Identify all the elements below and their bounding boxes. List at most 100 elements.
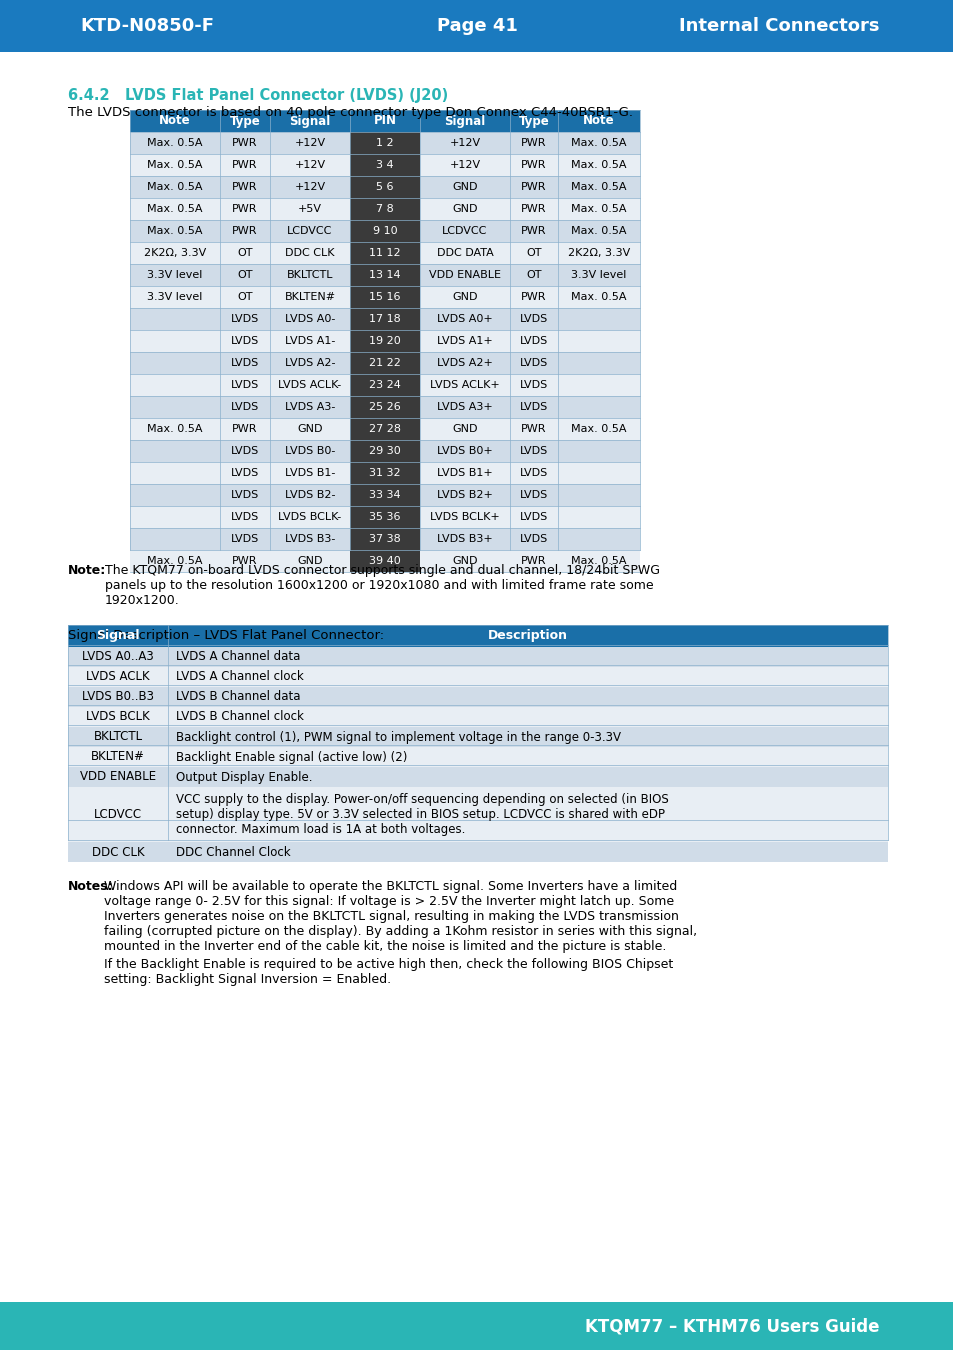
- Text: 39 40: 39 40: [369, 556, 400, 566]
- Text: LVDS B0-: LVDS B0-: [285, 446, 335, 456]
- Bar: [350, 220, 419, 242]
- Text: OT: OT: [237, 292, 253, 302]
- Text: DDC Channel Clock: DDC Channel Clock: [175, 845, 291, 859]
- Bar: [68, 625, 887, 647]
- Text: Notes:: Notes:: [68, 880, 113, 892]
- Text: Max. 0.5A: Max. 0.5A: [147, 424, 203, 433]
- Text: PWR: PWR: [520, 204, 546, 215]
- Text: +12V: +12V: [449, 138, 480, 148]
- Text: LCDVCC: LCDVCC: [93, 809, 142, 821]
- Text: +12V: +12V: [294, 138, 325, 148]
- Text: 37 38: 37 38: [369, 535, 400, 544]
- Text: LVDS: LVDS: [231, 358, 259, 369]
- Text: LVDS: LVDS: [231, 336, 259, 346]
- Text: 3 4: 3 4: [375, 161, 394, 170]
- Text: LVDS: LVDS: [231, 315, 259, 324]
- Text: 31 32: 31 32: [369, 468, 400, 478]
- Text: 33 34: 33 34: [369, 490, 400, 500]
- Bar: [130, 265, 639, 286]
- Bar: [130, 396, 639, 418]
- Text: +12V: +12V: [294, 161, 325, 170]
- Text: Page 41: Page 41: [436, 18, 517, 35]
- Bar: [130, 462, 639, 485]
- Text: OT: OT: [526, 248, 541, 258]
- Text: 21 22: 21 22: [369, 358, 400, 369]
- Text: GND: GND: [452, 204, 477, 215]
- Text: PWR: PWR: [232, 182, 257, 192]
- Text: 2K2Ω, 3.3V: 2K2Ω, 3.3V: [144, 248, 206, 258]
- Text: PWR: PWR: [520, 556, 546, 566]
- Bar: [350, 440, 419, 462]
- Text: 27 28: 27 28: [369, 424, 400, 433]
- Text: Backlight Enable signal (active low) (2): Backlight Enable signal (active low) (2): [175, 751, 407, 764]
- Text: 11 12: 11 12: [369, 248, 400, 258]
- Text: Max. 0.5A: Max. 0.5A: [571, 292, 626, 302]
- Text: 3.3V level: 3.3V level: [147, 292, 202, 302]
- Text: OT: OT: [237, 248, 253, 258]
- Bar: [130, 352, 639, 374]
- Text: VCC supply to the display. Power-on/off sequencing depending on selected (in BIO: VCC supply to the display. Power-on/off …: [175, 792, 668, 836]
- Text: PWR: PWR: [232, 225, 257, 236]
- Text: LVDS B1-: LVDS B1-: [285, 468, 335, 478]
- Text: LVDS: LVDS: [519, 468, 548, 478]
- Text: PWR: PWR: [520, 424, 546, 433]
- Text: LVDS: LVDS: [231, 446, 259, 456]
- Bar: [350, 265, 419, 286]
- Text: LVDS ACLK+: LVDS ACLK+: [430, 379, 499, 390]
- Text: PWR: PWR: [520, 225, 546, 236]
- Text: LVDS: LVDS: [519, 358, 548, 369]
- Text: KTQM77 – KTHM76 Users Guide: KTQM77 – KTHM76 Users Guide: [585, 1318, 879, 1335]
- Text: LVDS: LVDS: [231, 512, 259, 522]
- Text: Max. 0.5A: Max. 0.5A: [147, 556, 203, 566]
- Text: LVDS: LVDS: [519, 402, 548, 412]
- Text: Max. 0.5A: Max. 0.5A: [571, 225, 626, 236]
- Text: Backlight control (1), PWM signal to implement voltage in the range 0-3.3V: Backlight control (1), PWM signal to imp…: [175, 730, 620, 744]
- Bar: [68, 647, 887, 667]
- Text: PWR: PWR: [232, 424, 257, 433]
- Text: LCDVCC: LCDVCC: [287, 225, 333, 236]
- Text: 15 16: 15 16: [369, 292, 400, 302]
- Text: Signal Description – LVDS Flat Panel Connector:: Signal Description – LVDS Flat Panel Con…: [68, 629, 384, 643]
- Text: +5V: +5V: [297, 204, 322, 215]
- Bar: [130, 198, 639, 220]
- Text: LVDS: LVDS: [519, 535, 548, 544]
- Bar: [350, 462, 419, 485]
- Text: LVDS B Channel data: LVDS B Channel data: [175, 690, 300, 703]
- Text: VDD ENABLE: VDD ENABLE: [80, 771, 156, 783]
- Bar: [350, 242, 419, 265]
- Text: GND: GND: [452, 424, 477, 433]
- Text: LVDS A2-: LVDS A2-: [284, 358, 335, 369]
- Bar: [130, 418, 639, 440]
- Text: Max. 0.5A: Max. 0.5A: [147, 204, 203, 215]
- Bar: [130, 176, 639, 198]
- Text: LVDS B2+: LVDS B2+: [436, 490, 493, 500]
- Bar: [350, 286, 419, 308]
- Text: Max. 0.5A: Max. 0.5A: [571, 161, 626, 170]
- Bar: [350, 308, 419, 329]
- Text: Note: Note: [582, 115, 614, 127]
- Bar: [350, 329, 419, 352]
- Text: Description: Description: [488, 629, 567, 643]
- Text: LVDS B0+: LVDS B0+: [436, 446, 493, 456]
- Text: GND: GND: [452, 556, 477, 566]
- Text: BKLTEN#: BKLTEN#: [91, 751, 145, 764]
- Text: LVDS BCLK+: LVDS BCLK+: [430, 512, 499, 522]
- Bar: [350, 352, 419, 374]
- Text: LVDS A Channel data: LVDS A Channel data: [175, 651, 300, 663]
- Text: Signal: Signal: [289, 115, 331, 127]
- Text: LVDS: LVDS: [231, 468, 259, 478]
- Text: Max. 0.5A: Max. 0.5A: [571, 424, 626, 433]
- Bar: [130, 242, 639, 265]
- Text: 9 10: 9 10: [373, 225, 396, 236]
- Bar: [130, 374, 639, 396]
- Text: GND: GND: [297, 424, 322, 433]
- Text: LVDS A0-: LVDS A0-: [285, 315, 335, 324]
- Text: LVDS: LVDS: [519, 315, 548, 324]
- Text: PWR: PWR: [232, 161, 257, 170]
- Text: PWR: PWR: [232, 556, 257, 566]
- Bar: [130, 109, 639, 132]
- Text: Max. 0.5A: Max. 0.5A: [147, 182, 203, 192]
- Text: GND: GND: [452, 182, 477, 192]
- Bar: [68, 667, 887, 687]
- Text: 29 30: 29 30: [369, 446, 400, 456]
